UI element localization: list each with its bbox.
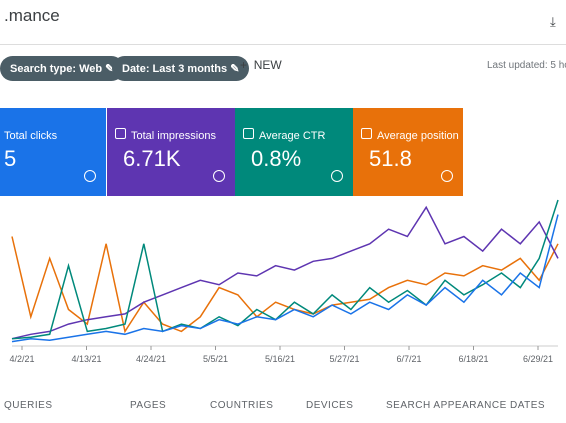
- help-icon: [331, 170, 343, 182]
- metric-label: Total clicks: [4, 130, 58, 142]
- x-tick-label: 6/18/21: [458, 354, 488, 364]
- tab[interactable]: PAGES: [130, 400, 167, 411]
- series-line: [11, 214, 559, 343]
- download-icon[interactable]: ⤓: [550, 14, 556, 29]
- x-tick-label: 6/29/21: [523, 354, 553, 364]
- help-icon: [213, 170, 225, 182]
- card-filler: [463, 108, 566, 196]
- metric-card[interactable]: Total impressions 6.71K: [107, 108, 235, 196]
- search-type-chip[interactable]: Search type: Web ✎: [0, 56, 125, 81]
- top-bar: .mance ⤓: [0, 0, 566, 45]
- new-button[interactable]: + NEW: [240, 58, 282, 72]
- checkbox: [115, 128, 126, 139]
- help-icon: [441, 170, 453, 182]
- last-updated: Last updated: 5 ho: [487, 60, 566, 71]
- chip-label: Date: Last 3 months: [122, 63, 228, 75]
- page-title: .mance: [4, 6, 60, 25]
- x-tick-label: 5/5/21: [203, 354, 228, 364]
- checkbox: [361, 128, 372, 139]
- metric-value: 5: [4, 146, 17, 171]
- metric-value: 51.8: [369, 146, 412, 171]
- metric-card[interactable]: Total clicks 5: [0, 108, 106, 196]
- tab[interactable]: DEVICES: [306, 400, 354, 411]
- x-tick-label: 4/2/21: [9, 354, 34, 364]
- series-line: [11, 205, 559, 340]
- metric-label: Total impressions: [131, 130, 216, 142]
- tab[interactable]: DATES: [510, 400, 546, 411]
- x-tick-label: 5/16/21: [265, 354, 295, 364]
- metric-label: Average position: [377, 130, 459, 142]
- metric-card[interactable]: Average position 51.8: [353, 108, 463, 196]
- tab[interactable]: COUNTRIES: [210, 400, 274, 411]
- metric-value: 6.71K: [123, 146, 181, 171]
- metric-label: Average CTR: [259, 130, 326, 142]
- metric-card[interactable]: Average CTR 0.8%: [235, 108, 353, 196]
- chip-label: Search type: Web: [10, 63, 103, 75]
- tab[interactable]: SEARCH APPEARANCE: [386, 400, 507, 411]
- x-tick-label: 6/7/21: [396, 354, 421, 364]
- x-tick-label: 4/24/21: [136, 354, 166, 364]
- x-tick-label: 5/27/21: [329, 354, 359, 364]
- x-tick-label: 4/13/21: [71, 354, 101, 364]
- series-line: [11, 236, 559, 334]
- chart: 4/2/21 4/13/21 4/24/21 5/5/21 5/16/21 5/27/21…: [9, 199, 559, 364]
- metric-value: 0.8%: [251, 146, 302, 171]
- series-line: [11, 199, 559, 340]
- help-icon: [84, 170, 96, 182]
- date-chip[interactable]: Date: Last 3 months ✎: [112, 56, 250, 81]
- new-label: NEW: [253, 58, 282, 72]
- tab[interactable]: QUERIES: [4, 400, 53, 411]
- checkbox: [243, 128, 254, 139]
